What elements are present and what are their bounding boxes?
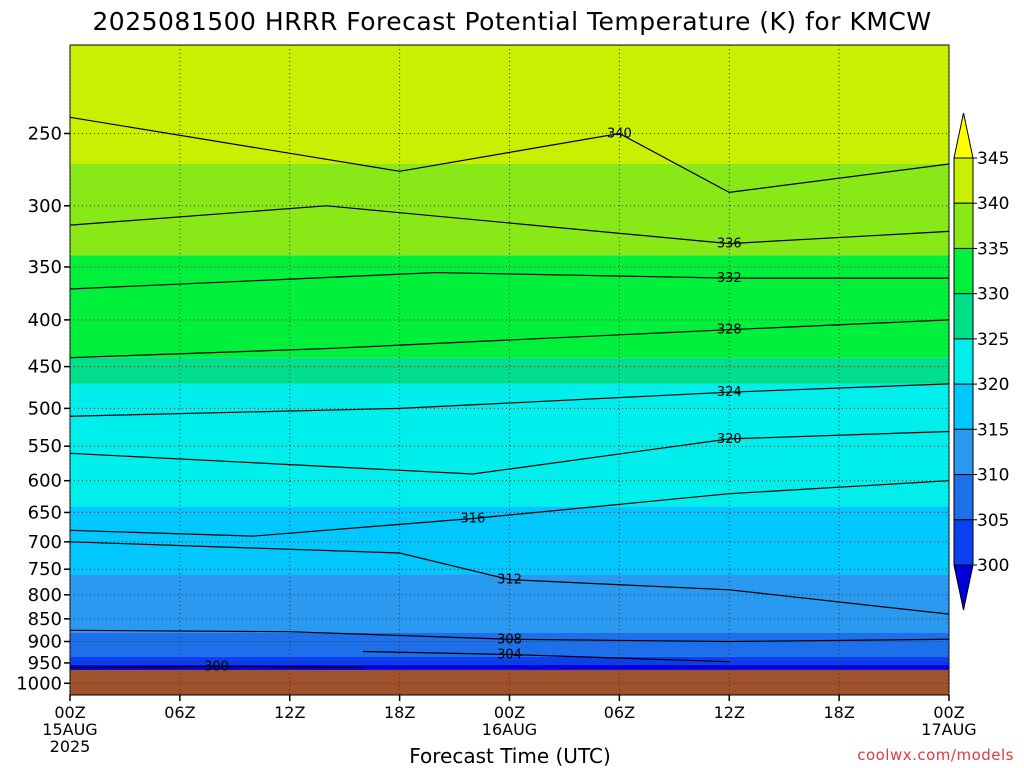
contour-label-304: 304 bbox=[497, 647, 522, 662]
y-tick-label: 850 bbox=[28, 609, 62, 630]
contour-label-308: 308 bbox=[497, 632, 522, 647]
colorbar-swatch bbox=[953, 202, 974, 249]
x-tick-label: 00Z bbox=[54, 703, 85, 722]
contour-label-324: 324 bbox=[717, 385, 742, 400]
colorbar: 300 305 310 315 320 325 330 335 340 345 bbox=[953, 112, 1009, 611]
color-band-2 bbox=[70, 632, 949, 657]
colorbar-label: 300 bbox=[977, 556, 1009, 576]
colorbar-top-arrow bbox=[953, 112, 974, 159]
y-tick-label: 300 bbox=[28, 196, 62, 217]
color-band-1 bbox=[70, 656, 949, 666]
x-tick-label: 18Z bbox=[384, 703, 415, 722]
y-tick-label: 500 bbox=[28, 398, 62, 419]
contour-line-312 bbox=[69, 541, 950, 615]
colorbar-swatch bbox=[953, 293, 974, 340]
color-band-4 bbox=[70, 506, 949, 575]
y-axis: 2503003504004505005506006507007508008509… bbox=[16, 123, 70, 694]
contour-label-312: 312 bbox=[497, 573, 522, 588]
contour-line-328 bbox=[69, 319, 950, 359]
colorbar-label: 340 bbox=[977, 194, 1009, 214]
contour-line-304 bbox=[362, 650, 730, 663]
contour-line-320 bbox=[69, 430, 950, 475]
color-band-6 bbox=[70, 357, 949, 384]
y-tick-label: 350 bbox=[28, 257, 62, 278]
colorbar-swatch bbox=[953, 157, 974, 204]
y-tick-label: 750 bbox=[28, 559, 62, 580]
colorbar-label: 330 bbox=[977, 285, 1009, 305]
y-tick-label: 700 bbox=[28, 532, 62, 553]
colorbar-label: 345 bbox=[977, 149, 1009, 169]
x-tick-label: 06Z bbox=[164, 703, 195, 722]
contour-label-300: 300 bbox=[204, 659, 229, 674]
colorbar-swatch bbox=[953, 338, 974, 385]
contour-line-332 bbox=[69, 271, 949, 290]
ground-fill bbox=[70, 669, 949, 695]
contour-line-308 bbox=[69, 629, 950, 643]
x-tick-label: 12Z bbox=[274, 703, 305, 722]
color-band-9 bbox=[70, 45, 949, 165]
x-tick-date: 17AUG bbox=[921, 720, 976, 739]
colorbar-label: 325 bbox=[977, 330, 1009, 350]
color-band-7 bbox=[70, 255, 949, 358]
chart-title: 2025081500 HRRR Forecast Potential Tempe… bbox=[92, 7, 931, 36]
colorbar-label: 305 bbox=[977, 511, 1009, 531]
colorbar-bottom-arrow bbox=[953, 564, 974, 611]
y-tick-label: 900 bbox=[28, 631, 62, 652]
y-tick-label: 450 bbox=[28, 357, 62, 378]
colorbar-swatch bbox=[953, 428, 974, 476]
x-tick-label: 06Z bbox=[604, 703, 635, 722]
color-band-3 bbox=[70, 574, 949, 633]
colorbar-label: 320 bbox=[977, 375, 1009, 395]
x-tick-date: 15AUG bbox=[42, 720, 97, 739]
contour-label-336: 336 bbox=[717, 237, 742, 252]
credit-link[interactable]: coolwx.com/models bbox=[857, 746, 1014, 764]
x-tick-label: 18Z bbox=[823, 703, 854, 722]
contour-label-328: 328 bbox=[717, 323, 742, 338]
contour-label-316: 316 bbox=[460, 511, 485, 526]
y-tick-label: 550 bbox=[28, 436, 62, 457]
y-tick-label: 250 bbox=[28, 123, 62, 144]
x-tick-label: 00Z bbox=[933, 703, 964, 722]
y-tick-label: 800 bbox=[28, 585, 62, 606]
contour-label-340: 340 bbox=[607, 126, 632, 141]
y-tick-label: 600 bbox=[28, 471, 62, 492]
color-band-0 bbox=[70, 665, 949, 670]
y-tick-label: 650 bbox=[28, 502, 62, 523]
x-tick-date: 16AUG bbox=[482, 720, 537, 739]
y-tick-label: 400 bbox=[28, 310, 62, 331]
grid-lines bbox=[69, 45, 950, 695]
colorbar-label: 310 bbox=[977, 466, 1009, 486]
y-tick-label: 1000 bbox=[16, 673, 62, 694]
y-tick-label: 950 bbox=[28, 653, 62, 674]
contour-label-332: 332 bbox=[717, 271, 742, 286]
x-tick-label: 12Z bbox=[714, 703, 745, 722]
colorbar-swatch bbox=[953, 247, 974, 295]
contour-line-300 bbox=[69, 665, 364, 669]
colorbar-label: 335 bbox=[977, 239, 1009, 259]
contour-line-316 bbox=[69, 480, 950, 537]
contour-line-324 bbox=[69, 383, 950, 417]
x-tick-year: 2025 bbox=[50, 737, 91, 756]
contour-label-320: 320 bbox=[717, 432, 742, 447]
x-tick-label: 00Z bbox=[494, 703, 525, 722]
colorbar-swatch bbox=[953, 383, 974, 430]
colorbar-label: 315 bbox=[977, 420, 1009, 440]
x-axis-label: Forecast Time (UTC) bbox=[409, 744, 611, 768]
colorbar-swatch bbox=[953, 474, 974, 521]
contour-line-336 bbox=[69, 205, 950, 245]
colorbar-swatch bbox=[953, 519, 974, 566]
contour-line-340 bbox=[69, 116, 950, 193]
